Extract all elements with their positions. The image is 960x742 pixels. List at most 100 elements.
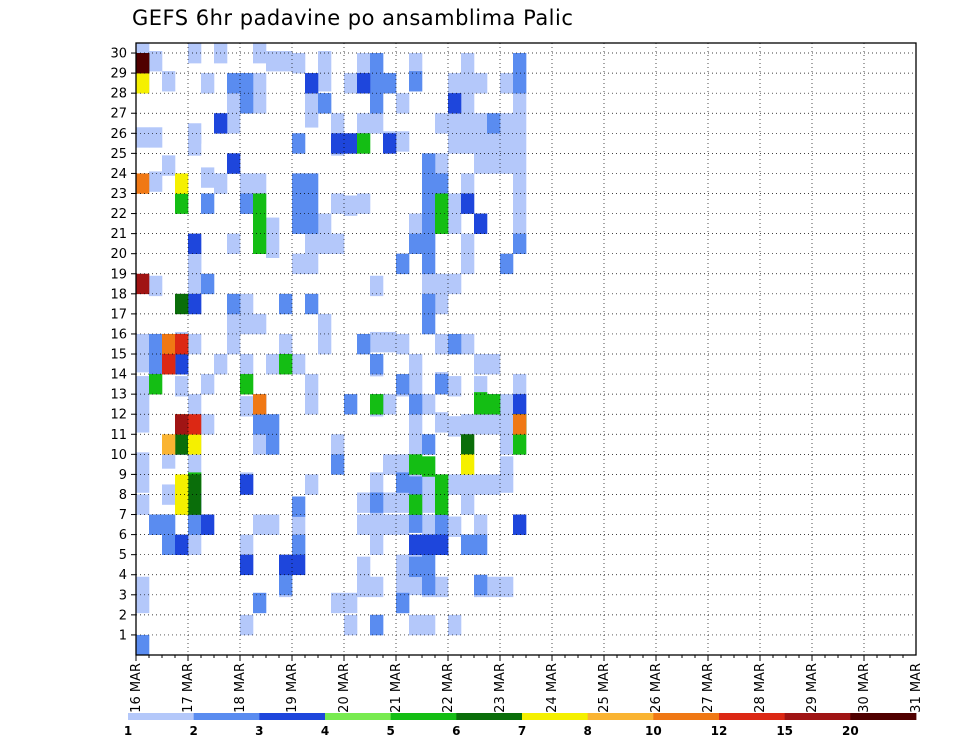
- heatmap-cell: [513, 53, 527, 74]
- heatmap-cell: [422, 554, 436, 576]
- heatmap-cell: [513, 514, 527, 535]
- y-tick-label: 8: [119, 488, 127, 503]
- heatmap-cell: [357, 113, 371, 134]
- heatmap-cell: [292, 354, 306, 375]
- heatmap-cell: [435, 474, 449, 495]
- heatmap-cell: [487, 394, 501, 415]
- x-tick-label: 22 MAR: [441, 663, 456, 713]
- heatmap-cell: [266, 237, 280, 259]
- legend-level-label: 12: [711, 724, 728, 738]
- y-tick-label: 5: [119, 548, 127, 563]
- heatmap-cell: [383, 454, 397, 475]
- heatmap-cell: [305, 253, 319, 275]
- heatmap-cell: [292, 554, 306, 576]
- heatmap-cell: [487, 576, 501, 598]
- y-tick-label: 10: [110, 448, 127, 463]
- heatmap-cell: [292, 514, 306, 535]
- heatmap-cell: [435, 534, 449, 555]
- heatmap-cell: [240, 534, 254, 555]
- heatmap-cell: [357, 492, 371, 513]
- heatmap-cell: [162, 71, 176, 92]
- heatmap-cell: [136, 73, 150, 94]
- heatmap-cell: [461, 133, 475, 154]
- heatmap-cell: [435, 494, 449, 515]
- heatmap-cell: [448, 376, 462, 397]
- heatmap-cell: [513, 374, 527, 395]
- heatmap-cell: [188, 293, 202, 315]
- heatmap-cell: [279, 333, 293, 355]
- heatmap-cell: [201, 167, 215, 188]
- heatmap-cell: [279, 51, 293, 72]
- heatmap-cell: [266, 354, 280, 375]
- heatmap-cell: [253, 434, 267, 455]
- heatmap-cell: [279, 574, 293, 596]
- x-tick-label: 20 MAR: [337, 663, 352, 713]
- heatmap-cell: [461, 53, 475, 74]
- heatmap-cell: [240, 73, 254, 94]
- heatmap-cell: [188, 474, 202, 495]
- heatmap-cell: [461, 253, 475, 275]
- heatmap-cell: [253, 73, 267, 94]
- heatmap-cell: [305, 233, 319, 254]
- heatmap-cell: [474, 133, 488, 154]
- heatmap-cell: [162, 434, 176, 455]
- y-tick-labels: 1234567891011121314151617181920212223242…: [110, 47, 127, 644]
- heatmap-cell: [422, 394, 436, 415]
- heatmap-cell: [435, 514, 449, 535]
- heatmap-cell: [396, 554, 410, 576]
- heatmap-cell: [422, 313, 436, 335]
- heatmap-cell: [409, 233, 423, 254]
- heatmap-cell: [409, 354, 423, 375]
- heatmap-cell: [136, 394, 150, 415]
- heatmap-cell: [500, 414, 514, 435]
- heatmap-cell: [500, 394, 514, 415]
- heatmap-cell: [448, 193, 462, 214]
- heatmap-cell: [253, 414, 267, 435]
- heatmap-cell: [409, 71, 423, 92]
- heatmap-cell: [500, 153, 514, 174]
- heatmap-cell: [292, 213, 306, 234]
- heatmap-cell: [136, 376, 150, 397]
- heatmap-cell: [227, 113, 241, 134]
- heatmap-cell: [435, 374, 449, 395]
- legend-swatch: [587, 713, 654, 720]
- legend-level-label: 2: [189, 724, 197, 738]
- heatmap-cell: [266, 434, 280, 455]
- heatmap-cell: [422, 534, 436, 555]
- heatmap-cell: [175, 494, 189, 515]
- heatmap-cell: [188, 333, 202, 355]
- heatmap-cell: [292, 496, 306, 517]
- heatmap-cell: [357, 556, 371, 578]
- heatmap-cell: [370, 394, 384, 415]
- heatmap-cell: [461, 414, 475, 435]
- heatmap-cell: [409, 454, 423, 475]
- heatmap-cell: [409, 476, 423, 497]
- x-tick-label: 25 MAR: [597, 663, 612, 713]
- heatmap-cell: [175, 173, 189, 194]
- x-tick-label: 18 MAR: [233, 663, 248, 713]
- heatmap-cell: [136, 592, 150, 614]
- heatmap-cell: [318, 313, 332, 335]
- axis-layer: [131, 42, 917, 661]
- heatmap-cell: [149, 127, 163, 148]
- heatmap-cell: [175, 534, 189, 555]
- heatmap-cell: [422, 293, 436, 315]
- heatmap-cell: [422, 253, 436, 275]
- heatmap-cell: [396, 93, 410, 114]
- heatmap-cell: [409, 374, 423, 395]
- heatmap-cell: [227, 313, 241, 335]
- heatmap-cell: [227, 153, 241, 174]
- heatmap-cell: [175, 376, 189, 397]
- heatmap-cell: [292, 173, 306, 194]
- heatmap-cell: [136, 352, 150, 373]
- heatmap-cell: [422, 273, 436, 295]
- legend-level-label: 4: [321, 724, 329, 738]
- heatmap-cell: [435, 213, 449, 234]
- heatmap-cell: [500, 73, 514, 94]
- heatmap-cell: [409, 394, 423, 415]
- heatmap-cell: [422, 514, 436, 535]
- heatmap-cell: [435, 113, 449, 134]
- legend-level-label: 1: [124, 724, 132, 738]
- heatmap-cell: [370, 113, 384, 134]
- heatmap-cell: [500, 133, 514, 154]
